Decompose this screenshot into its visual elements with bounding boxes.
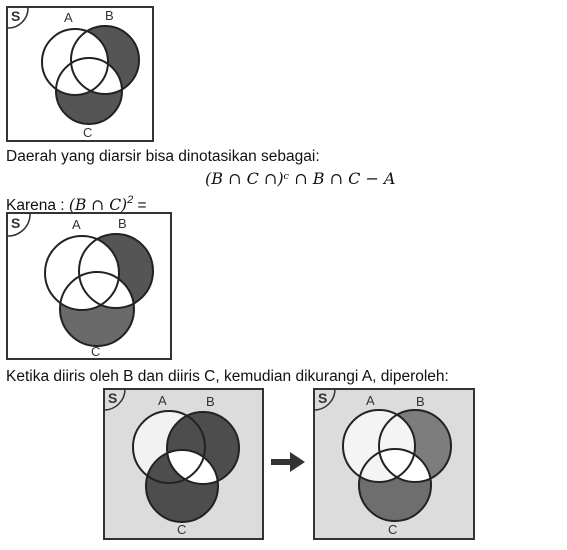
circle-b [166,411,240,485]
circle-b [378,409,452,483]
karena-label: Karena : [6,197,65,214]
label-a: A [64,10,73,25]
formula-text: (B ∩ C ∩)ᶜ ∩ B ∩ C − A [205,169,396,188]
label-a: A [366,393,375,408]
label-s: S [108,390,117,406]
circle-a [342,409,416,483]
venn-diagram-1: S A B C [6,6,154,142]
intro-text: Daerah yang diarsir bisa dinotasikan seb… [6,148,320,165]
venn-diagram-2: S A B C [6,212,172,360]
label-b: B [416,394,425,409]
universe-corner [6,6,29,29]
label-s: S [318,390,327,406]
ketika-text: Ketika diiris oleh B dan diiris C, kemud… [6,368,449,385]
label-a: A [72,217,81,232]
karena-expression: (B ∩ C) [68,196,128,214]
circle-c [358,448,432,522]
label-s: S [11,8,20,24]
label-s: S [11,215,20,231]
universe-corner [6,212,31,237]
venn-diagram-4: S A B C [313,388,475,540]
b-and-c-region [167,450,218,484]
arrow-icon [270,452,306,472]
universe-corner [313,388,336,411]
label-c: C [388,522,397,537]
universe-corner [103,388,126,411]
karena-equals: = [133,197,147,214]
label-c: C [83,125,92,140]
karena-line: Karena : (B ∩ C)2 = [6,191,147,215]
label-c: C [91,344,100,359]
circle-b [78,233,154,309]
label-a: A [158,393,167,408]
label-b: B [105,8,114,23]
circle-a [41,28,109,96]
circle-a [44,235,120,311]
circle-c [59,271,135,347]
circle-b [70,25,140,95]
label-c: C [177,522,186,537]
circle-a [132,410,206,484]
circle-c [145,449,219,523]
karena-exponent: 2 [127,194,134,206]
circle-c [55,57,123,125]
b-and-c-region [379,449,431,482]
label-b: B [206,394,215,409]
venn-diagram-3: S A B C [103,388,264,540]
label-b: B [118,216,127,231]
